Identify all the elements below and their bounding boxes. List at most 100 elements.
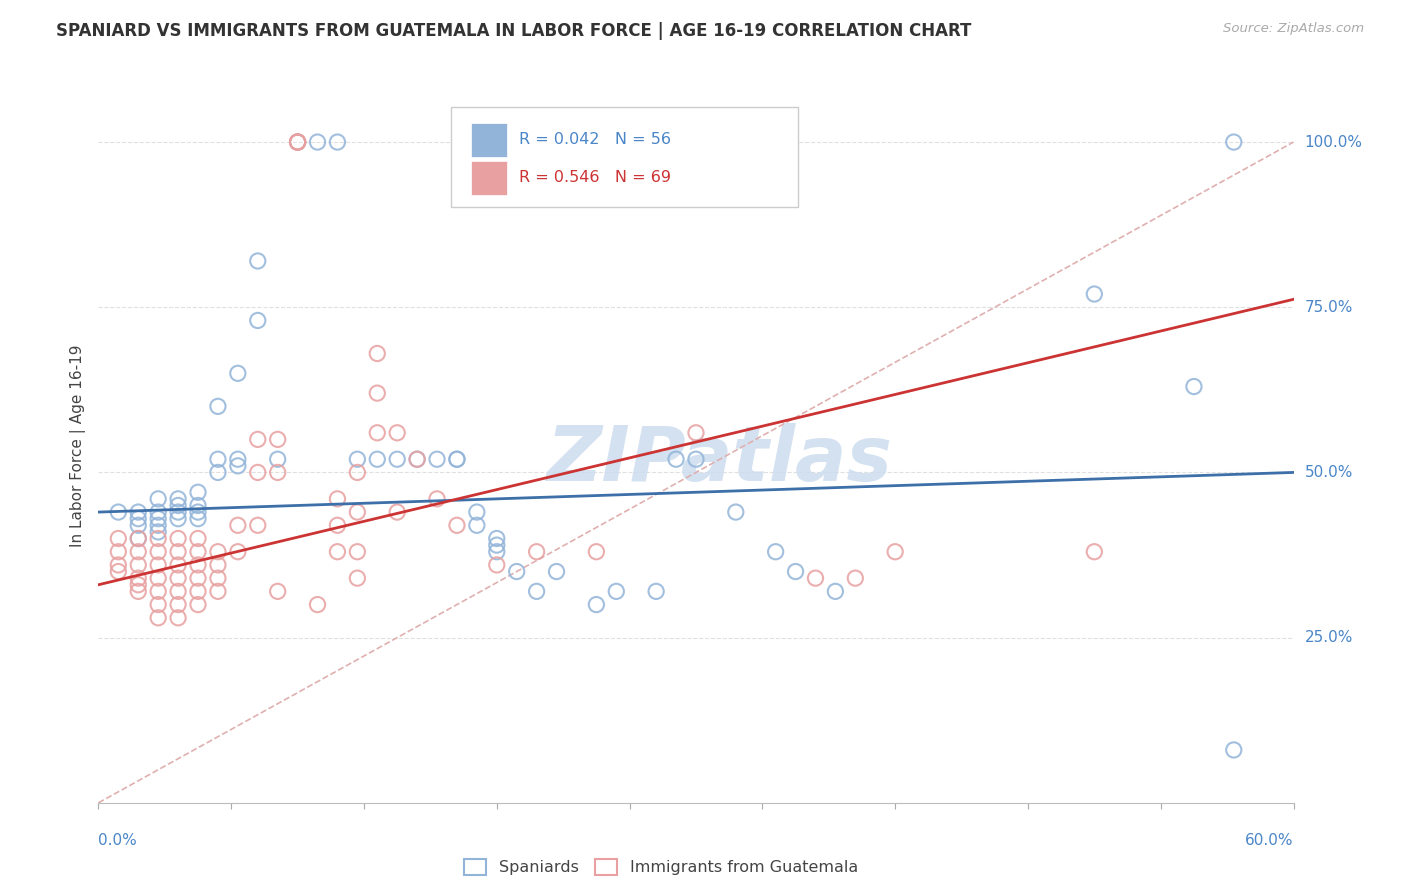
Point bbox=[1083, 287, 1105, 301]
Text: ZIPatlas: ZIPatlas bbox=[547, 424, 893, 497]
Y-axis label: In Labor Force | Age 16-19: In Labor Force | Age 16-19 bbox=[69, 344, 86, 548]
Point bbox=[1083, 545, 1105, 559]
Point bbox=[127, 558, 149, 572]
Text: 25.0%: 25.0% bbox=[1305, 630, 1353, 645]
Point bbox=[385, 505, 409, 519]
Point bbox=[127, 505, 149, 519]
Text: Source: ZipAtlas.com: Source: ZipAtlas.com bbox=[1223, 22, 1364, 36]
Point bbox=[884, 545, 907, 559]
Point bbox=[167, 532, 190, 546]
Point bbox=[267, 584, 290, 599]
Point bbox=[127, 511, 149, 525]
Point bbox=[465, 505, 488, 519]
Point bbox=[148, 491, 170, 506]
Text: 0.0%: 0.0% bbox=[98, 833, 138, 848]
Point bbox=[307, 135, 329, 149]
Point bbox=[167, 571, 190, 585]
Point bbox=[127, 584, 149, 599]
Point bbox=[366, 425, 388, 440]
Point bbox=[107, 545, 129, 559]
Point bbox=[187, 511, 209, 525]
Point bbox=[148, 524, 170, 539]
Point bbox=[246, 518, 269, 533]
Point bbox=[226, 452, 249, 467]
Point bbox=[287, 135, 309, 149]
Point bbox=[346, 466, 368, 480]
Point bbox=[326, 491, 349, 506]
Point bbox=[187, 505, 209, 519]
Point bbox=[844, 571, 866, 585]
Point bbox=[765, 545, 787, 559]
Point bbox=[148, 584, 170, 599]
Point bbox=[346, 505, 368, 519]
Point bbox=[585, 598, 607, 612]
FancyBboxPatch shape bbox=[451, 107, 797, 207]
Point bbox=[465, 518, 488, 533]
Point bbox=[585, 545, 607, 559]
Point bbox=[187, 584, 209, 599]
Point bbox=[426, 491, 449, 506]
Point bbox=[485, 558, 508, 572]
Point bbox=[167, 511, 190, 525]
Point bbox=[167, 491, 190, 506]
Point bbox=[107, 505, 129, 519]
Point bbox=[267, 466, 290, 480]
Point bbox=[1182, 379, 1205, 393]
Point bbox=[207, 558, 229, 572]
Point bbox=[167, 545, 190, 559]
Point bbox=[326, 518, 349, 533]
Point bbox=[366, 386, 388, 401]
Point bbox=[506, 565, 529, 579]
Text: 75.0%: 75.0% bbox=[1305, 300, 1353, 315]
Point bbox=[148, 598, 170, 612]
Point bbox=[148, 545, 170, 559]
Point bbox=[167, 558, 190, 572]
Point bbox=[665, 452, 688, 467]
Text: R = 0.042   N = 56: R = 0.042 N = 56 bbox=[519, 132, 671, 147]
Point bbox=[446, 452, 468, 467]
Point bbox=[167, 584, 190, 599]
Point bbox=[127, 532, 149, 546]
Point bbox=[724, 505, 747, 519]
Point bbox=[526, 584, 548, 599]
Point bbox=[346, 452, 368, 467]
Text: SPANIARD VS IMMIGRANTS FROM GUATEMALA IN LABOR FORCE | AGE 16-19 CORRELATION CHA: SPANIARD VS IMMIGRANTS FROM GUATEMALA IN… bbox=[56, 22, 972, 40]
Point bbox=[446, 518, 468, 533]
Point bbox=[346, 545, 368, 559]
Point bbox=[187, 545, 209, 559]
Point bbox=[366, 452, 388, 467]
Point bbox=[385, 452, 409, 467]
Point bbox=[366, 346, 388, 360]
Point bbox=[326, 135, 349, 149]
Point bbox=[187, 532, 209, 546]
Point bbox=[148, 511, 170, 525]
Point bbox=[307, 598, 329, 612]
Point bbox=[187, 598, 209, 612]
Point bbox=[485, 532, 508, 546]
Point bbox=[167, 505, 190, 519]
Legend: Spaniards, Immigrants from Guatemala: Spaniards, Immigrants from Guatemala bbox=[464, 858, 858, 875]
Point bbox=[207, 400, 229, 414]
Point bbox=[207, 452, 229, 467]
Point bbox=[645, 584, 668, 599]
FancyBboxPatch shape bbox=[471, 161, 508, 194]
Point bbox=[226, 518, 249, 533]
Point bbox=[267, 452, 290, 467]
Point bbox=[526, 545, 548, 559]
Point bbox=[685, 425, 707, 440]
Point bbox=[246, 466, 269, 480]
Point bbox=[804, 571, 827, 585]
Point bbox=[246, 433, 269, 447]
Point bbox=[246, 313, 269, 327]
Point bbox=[167, 598, 190, 612]
Point bbox=[187, 558, 209, 572]
Text: 50.0%: 50.0% bbox=[1305, 465, 1353, 480]
Point bbox=[287, 135, 309, 149]
Point bbox=[127, 545, 149, 559]
Point bbox=[246, 254, 269, 268]
FancyBboxPatch shape bbox=[471, 123, 508, 157]
Point bbox=[148, 532, 170, 546]
Point bbox=[226, 545, 249, 559]
Point bbox=[148, 571, 170, 585]
Point bbox=[267, 433, 290, 447]
